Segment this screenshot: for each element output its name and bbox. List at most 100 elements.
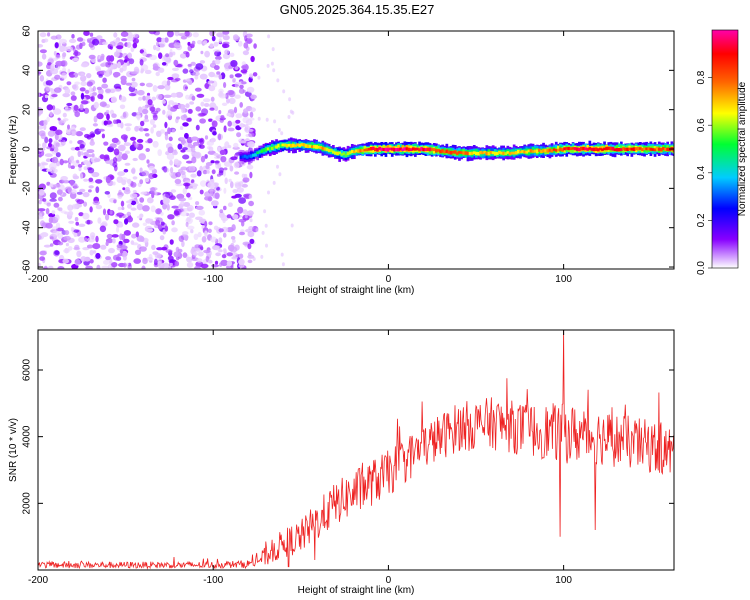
noise-speckle (72, 175, 80, 180)
noise-speckle (250, 94, 257, 100)
noise-speckle (116, 176, 124, 184)
noise-speckle (207, 181, 215, 189)
noise-speckle (223, 125, 227, 133)
signal-ridge-segment (245, 155, 249, 159)
signal-ridge-segment (470, 151, 474, 155)
noise-speckle (232, 34, 239, 40)
spectrogram-x-tick-label: 0 (386, 274, 392, 285)
noise-speckle (82, 212, 90, 220)
noise-speckle (76, 159, 80, 164)
noise-speckle (79, 103, 84, 111)
noise-speckle (195, 216, 203, 221)
spectrogram-x-tick-label: -200 (28, 274, 48, 285)
signal-ridge-segment (500, 151, 503, 155)
noise-speckle (162, 109, 166, 115)
noise-speckle (170, 92, 178, 98)
noise-speckle (174, 31, 180, 37)
noise-speckle (107, 67, 112, 73)
noise-speckle (128, 34, 135, 38)
noise-speckle (167, 127, 171, 135)
noise-speckle (78, 212, 84, 217)
noise-speckle (140, 70, 144, 74)
noise-speckle (190, 136, 199, 141)
noise-speckle (114, 88, 122, 92)
signal-ridge-segment (477, 152, 480, 156)
noise-speckle (230, 60, 238, 67)
noise-speckle (175, 171, 182, 178)
noise-speckle (185, 103, 190, 109)
signal-ridge-segment (624, 147, 627, 151)
noise-speckle (220, 156, 227, 163)
noise-speckle (198, 209, 206, 216)
signal-ridge-segment (468, 151, 472, 156)
noise-speckle (170, 189, 177, 193)
noise-speckle (266, 63, 270, 68)
signal-ridge-segment (262, 148, 266, 152)
noise-speckle (101, 265, 110, 269)
noise-speckle (83, 201, 88, 207)
signal-ridge-segment (496, 152, 499, 155)
noise-speckle (161, 37, 166, 43)
noise-speckle (51, 226, 59, 230)
noise-speckle (239, 102, 243, 108)
noise-speckle (186, 192, 191, 198)
noise-speckle (134, 125, 140, 132)
noise-speckle (149, 54, 158, 61)
noise-speckle (142, 95, 147, 101)
noise-speckle (263, 209, 267, 214)
noise-speckle (78, 236, 86, 243)
signal-ridge-segment (311, 145, 314, 148)
noise-speckle (45, 208, 50, 215)
signal-ridge-segment (340, 153, 344, 156)
noise-speckle (245, 228, 253, 233)
noise-speckle (40, 220, 45, 227)
signal-ridge-segment (544, 149, 547, 152)
signal-ridge-segment (460, 151, 463, 154)
noise-speckle (141, 108, 149, 115)
noise-speckle (195, 205, 204, 210)
noise-speckle (175, 91, 184, 98)
noise-speckle (182, 187, 187, 195)
noise-speckle (116, 45, 124, 50)
signal-ridge-segment (575, 147, 579, 151)
noise-speckle (183, 182, 191, 187)
noise-speckle (209, 107, 215, 111)
noise-speckle (160, 212, 164, 216)
signal-ridge-segment (466, 151, 470, 156)
noise-speckle (49, 148, 55, 152)
signal-ridge-segment (445, 149, 449, 154)
noise-speckle (212, 131, 217, 136)
noise-speckle (155, 217, 163, 223)
noise-speckle (147, 138, 153, 144)
noise-speckle (120, 122, 124, 129)
noise-speckle (185, 78, 192, 82)
noise-speckle (119, 249, 124, 254)
noise-speckle (241, 61, 246, 67)
noise-speckle (38, 130, 46, 137)
noise-speckle (74, 81, 81, 85)
spectrogram-y-label: Frequency (Hz) (8, 116, 19, 185)
noise-speckle (237, 40, 243, 47)
noise-speckle (55, 152, 61, 158)
noise-speckle (54, 42, 59, 49)
signal-ridge-segment (664, 148, 667, 152)
noise-speckle (71, 189, 77, 194)
noise-speckle (88, 189, 92, 193)
noise-speckle (232, 252, 238, 259)
noise-speckle (73, 51, 81, 56)
noise-speckle (224, 49, 230, 55)
noise-speckle (72, 204, 81, 209)
noise-speckle (130, 81, 138, 88)
noise-speckle (211, 264, 220, 268)
noise-speckle (142, 222, 148, 226)
signal-ridge-segment (287, 143, 291, 147)
snr-y-tick-label: 6000 (22, 358, 33, 381)
snr-x-tick-label: 0 (386, 575, 392, 586)
noise-speckle (220, 214, 229, 222)
signal-ridge-segment (342, 152, 346, 156)
noise-speckle (49, 111, 53, 117)
noise-speckle (135, 231, 139, 238)
signal-ridge-segment (485, 151, 489, 156)
noise-speckle (54, 133, 60, 141)
noise-speckle (113, 148, 120, 156)
